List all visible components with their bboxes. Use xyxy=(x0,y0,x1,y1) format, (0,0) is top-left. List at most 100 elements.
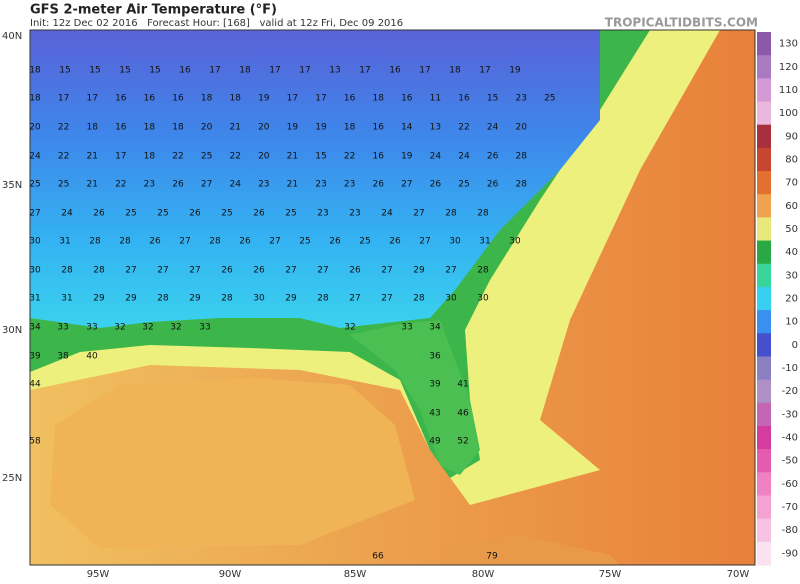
station-value: 27 xyxy=(285,266,296,276)
station-value: 46 xyxy=(457,409,469,419)
station-value: 25 xyxy=(359,237,370,247)
station-value: 27 xyxy=(413,209,424,219)
colorbar-swatch xyxy=(757,472,771,496)
colorbar-swatch xyxy=(757,495,771,520)
station-value: 21 xyxy=(287,152,298,162)
station-value: 24 xyxy=(29,152,41,162)
colorbar-swatch xyxy=(757,194,771,218)
station-value: 25 xyxy=(201,152,212,162)
station-value: 30 xyxy=(449,237,461,247)
station-value: 32 xyxy=(142,323,153,333)
station-value: 19 xyxy=(509,66,521,76)
station-value: 19 xyxy=(287,123,299,133)
colorbar-label: 60 xyxy=(785,201,798,212)
station-value: 19 xyxy=(315,123,327,133)
station-value: 28 xyxy=(61,266,73,276)
colorbar-swatch xyxy=(757,356,771,381)
station-value: 38 xyxy=(57,352,69,362)
station-value: 24 xyxy=(430,152,442,162)
station-value: 17 xyxy=(287,94,298,104)
station-value: 52 xyxy=(457,437,468,447)
station-value: 31 xyxy=(61,294,72,304)
station-value: 25 xyxy=(157,209,168,219)
colorbar-swatch xyxy=(757,240,771,265)
station-value: 66 xyxy=(372,552,384,562)
station-value: 34 xyxy=(429,323,441,333)
colorbar-label: -50 xyxy=(782,456,798,467)
station-value: 16 xyxy=(172,94,184,104)
station-value: 24 xyxy=(487,123,499,133)
station-value: 15 xyxy=(149,66,160,76)
station-value: 30 xyxy=(477,294,489,304)
station-value: 18 xyxy=(144,152,156,162)
station-value: 18 xyxy=(29,94,41,104)
station-value: 18 xyxy=(344,123,356,133)
station-value: 25 xyxy=(221,209,232,219)
station-value: 26 xyxy=(221,266,233,276)
colorbar-label: 120 xyxy=(779,62,798,73)
station-value: 18 xyxy=(201,94,213,104)
station-value: 26 xyxy=(389,237,401,247)
station-value: 26 xyxy=(487,180,499,190)
station-value: 28 xyxy=(515,180,527,190)
station-value: 16 xyxy=(144,94,156,104)
colorbar-label: 30 xyxy=(785,270,798,281)
station-value: 21 xyxy=(86,152,97,162)
station-value: 23 xyxy=(349,209,360,219)
station-value: 26 xyxy=(372,180,384,190)
station-value: 28 xyxy=(317,294,329,304)
colorbar-swatch xyxy=(757,518,771,543)
station-value: 30 xyxy=(29,266,41,276)
station-value: 49 xyxy=(429,437,441,447)
station-value: 18 xyxy=(86,123,98,133)
map-frame xyxy=(29,29,756,566)
station-value: 15 xyxy=(59,66,70,76)
cuba xyxy=(440,535,620,565)
station-value: 30 xyxy=(29,237,41,247)
station-value: 26 xyxy=(189,209,201,219)
station-value: 26 xyxy=(349,266,361,276)
station-value: 17 xyxy=(209,66,220,76)
colorbar-swatch xyxy=(757,310,771,334)
station-value: 26 xyxy=(239,237,251,247)
station-value: 17 xyxy=(58,94,69,104)
station-value: 17 xyxy=(419,66,430,76)
colorbar-swatch xyxy=(757,124,771,149)
station-value: 24 xyxy=(61,209,73,219)
station-value: 28 xyxy=(413,294,425,304)
lat-label: 40N xyxy=(2,31,22,42)
station-value: 22 xyxy=(115,180,126,190)
station-value: 29 xyxy=(93,294,105,304)
station-value: 16 xyxy=(389,66,401,76)
station-value: 26 xyxy=(172,180,184,190)
lon-label: 95W xyxy=(87,569,110,580)
station-value: 39 xyxy=(429,380,441,390)
station-value: 16 xyxy=(115,123,127,133)
station-value: 31 xyxy=(479,237,490,247)
station-value: 24 xyxy=(458,152,470,162)
colorbar-label: 80 xyxy=(785,154,798,165)
station-value: 26 xyxy=(253,209,265,219)
colorbar-swatch xyxy=(757,425,771,450)
station-value: 23 xyxy=(515,94,526,104)
lat-label: 30N xyxy=(2,325,22,336)
station-value: 27 xyxy=(381,294,392,304)
init-line: Init: 12z Dec 02 2016 Forecast Hour: [16… xyxy=(30,18,403,29)
station-value: 25 xyxy=(285,209,296,219)
station-value: 27 xyxy=(445,266,456,276)
station-value: 17 xyxy=(315,94,326,104)
station-value: 16 xyxy=(372,123,384,133)
station-value: 24 xyxy=(381,209,393,219)
station-value: 23 xyxy=(315,180,326,190)
colorbar-label: 20 xyxy=(785,294,798,305)
station-value: 28 xyxy=(477,209,489,219)
station-value: 27 xyxy=(125,266,136,276)
station-value: 13 xyxy=(430,123,441,133)
station-value: 79 xyxy=(486,552,498,562)
station-value: 17 xyxy=(86,94,97,104)
colorbar-label: 110 xyxy=(779,85,798,96)
station-value: 27 xyxy=(349,294,360,304)
colorbar-label: 50 xyxy=(785,224,798,235)
